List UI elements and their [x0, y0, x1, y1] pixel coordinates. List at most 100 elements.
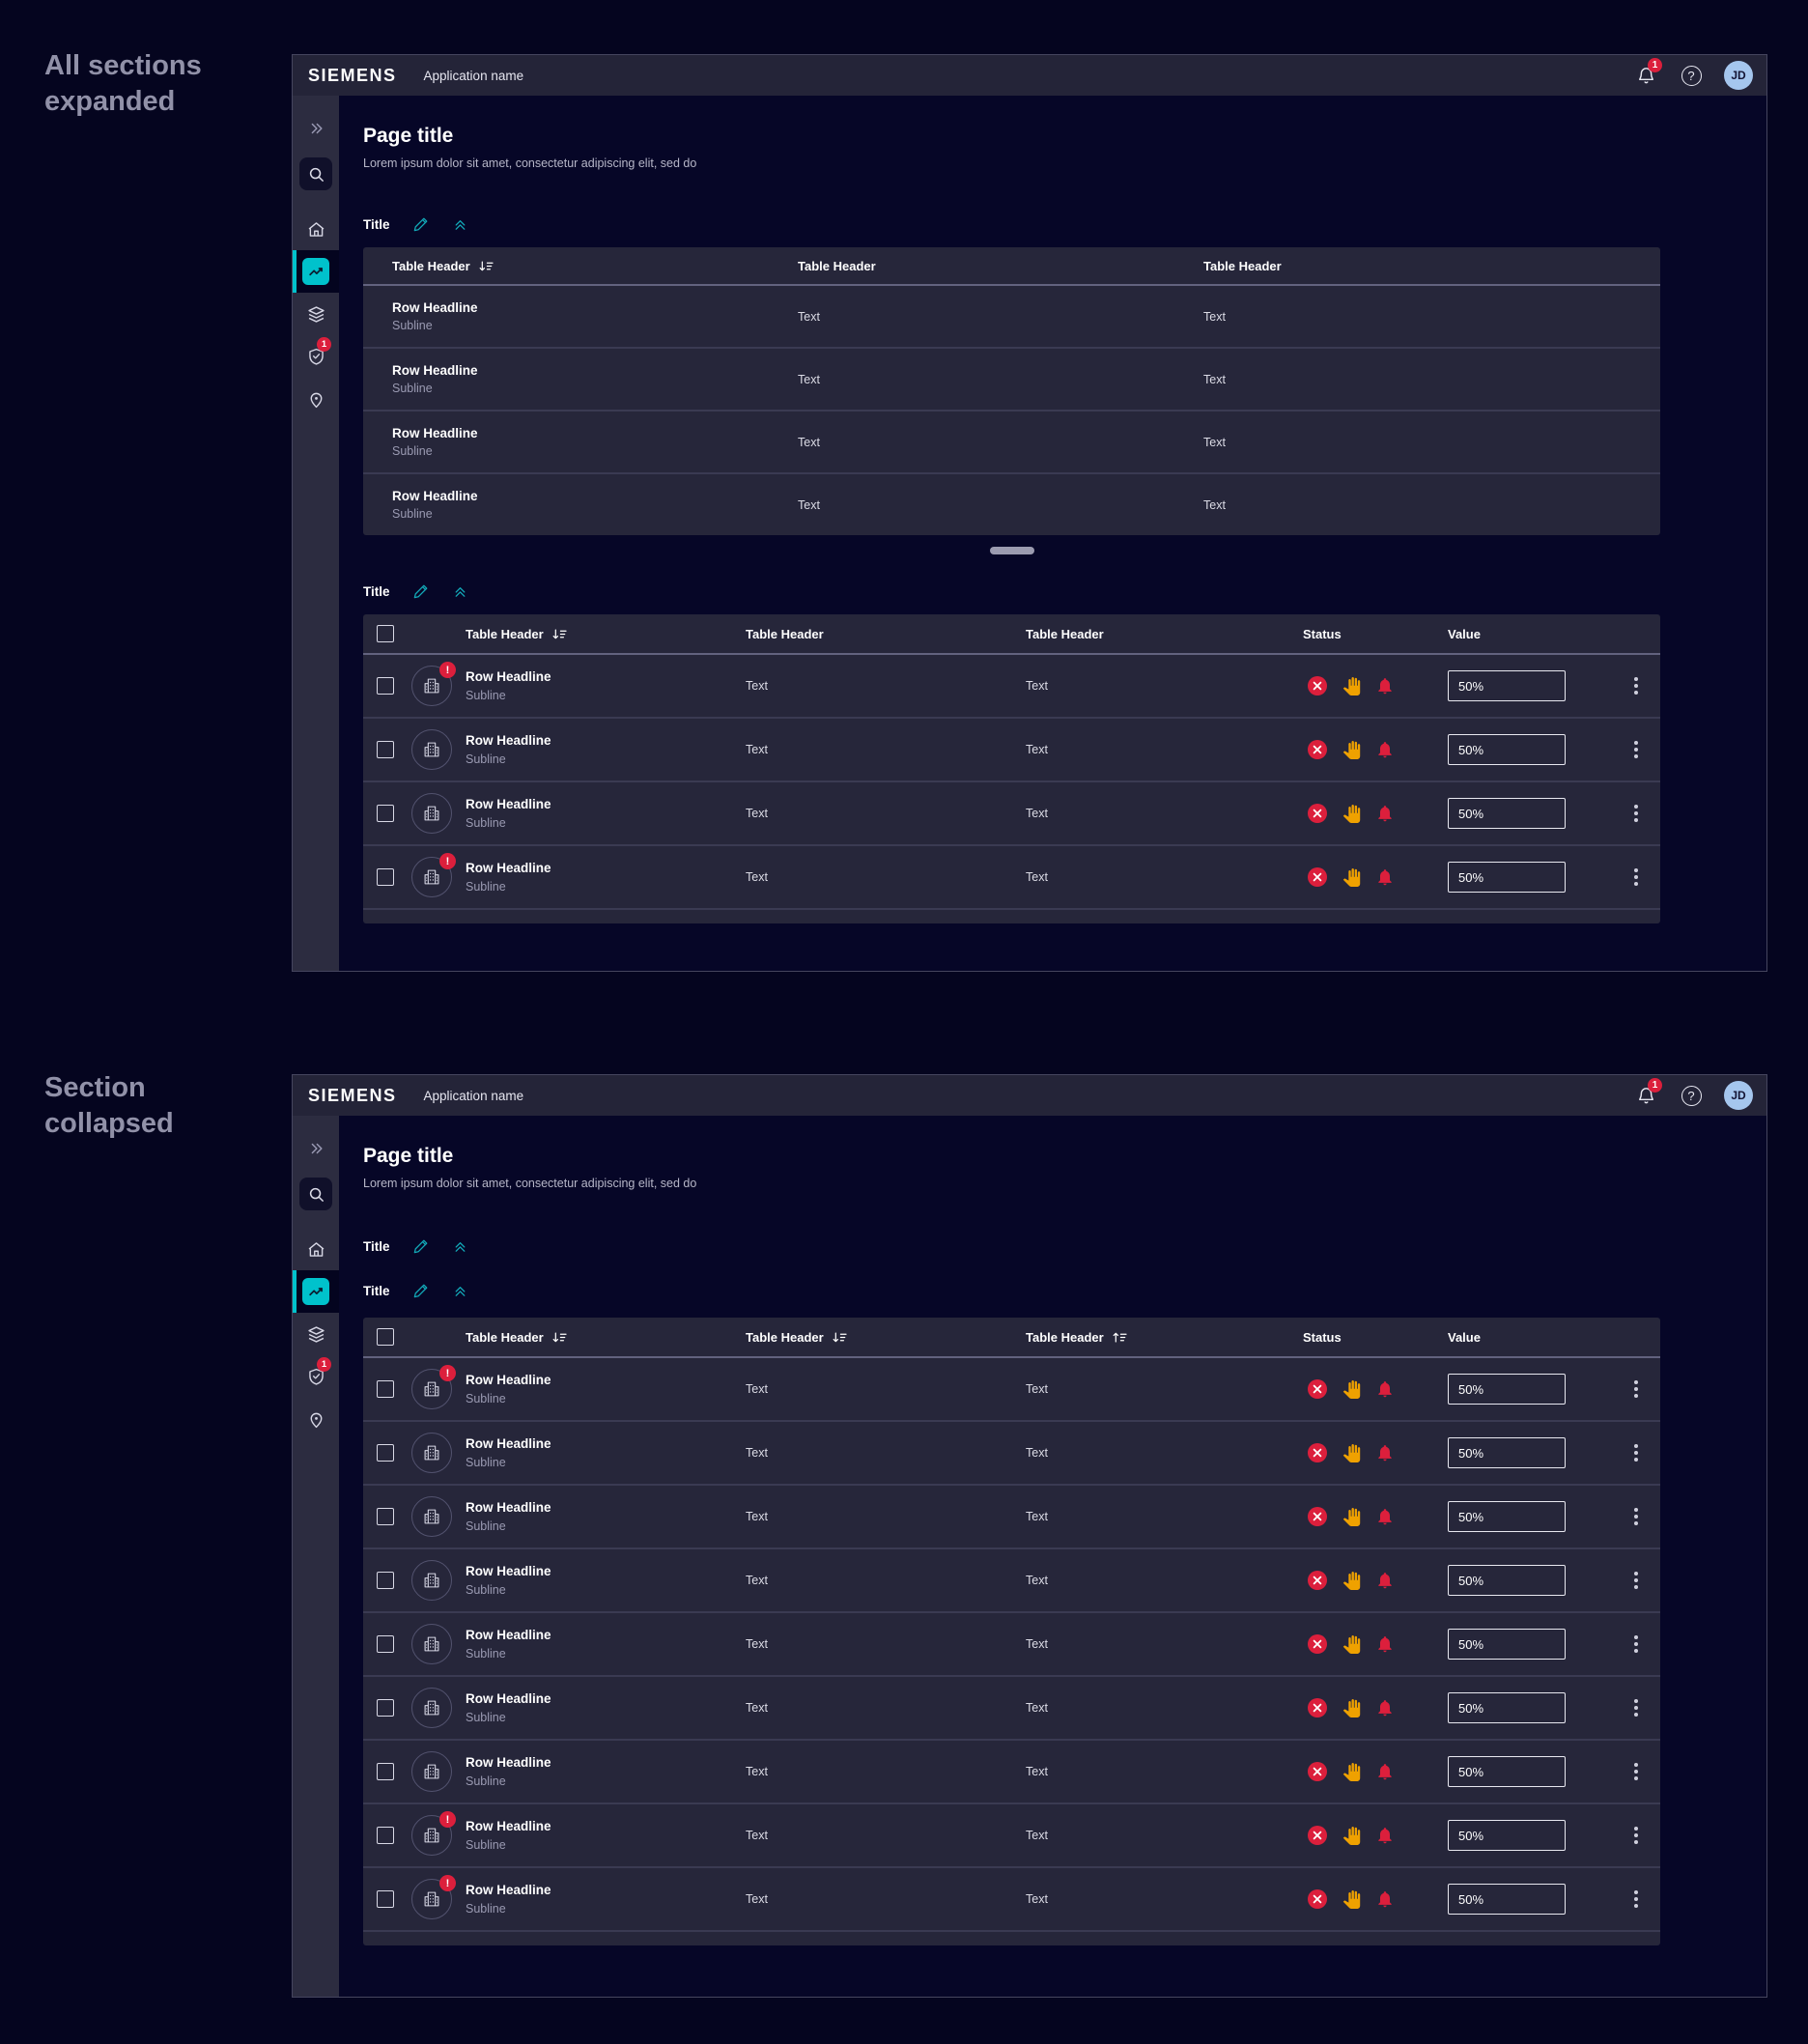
sidebar-item-analytics[interactable]	[293, 1270, 339, 1313]
edit-section-button[interactable]	[412, 215, 430, 233]
column-header[interactable]: Table Header	[746, 1330, 1026, 1345]
sidebar-item-home[interactable]	[293, 208, 339, 250]
row-headline-cell: Row Headline Subline	[392, 362, 478, 396]
row-checkbox[interactable]	[377, 1380, 394, 1398]
column-header[interactable]: Table Header	[1026, 626, 1104, 641]
row-text-cell: Text	[746, 1382, 768, 1396]
row-checkbox[interactable]	[377, 805, 394, 822]
edit-section-button[interactable]	[412, 1237, 430, 1255]
pencil-icon	[412, 215, 430, 233]
row-text-cell: Text	[746, 1701, 768, 1715]
error-circle-icon	[1307, 675, 1328, 696]
row-checkbox[interactable]	[377, 1508, 394, 1525]
sidebar-expand-button[interactable]	[293, 115, 339, 142]
status-cell	[1303, 1888, 1448, 1910]
error-circle-icon	[1307, 803, 1328, 824]
row-menu-button[interactable]	[1630, 1504, 1642, 1529]
sidebar-item-security[interactable]: 1	[293, 335, 339, 378]
column-header[interactable]: Table Header	[466, 627, 746, 641]
row-headline-cell: Row Headline Subline	[466, 733, 551, 766]
page-title: Page title	[363, 125, 454, 147]
hand-icon	[1342, 868, 1361, 887]
sidebar-expand-button[interactable]	[293, 1135, 339, 1162]
value-input[interactable]: 50%	[1448, 670, 1566, 701]
edit-section-button[interactable]	[412, 1282, 430, 1299]
column-header[interactable]: Table Header	[1026, 1330, 1303, 1345]
row-checkbox[interactable]	[377, 1444, 394, 1462]
row-text-cell: Text	[1203, 497, 1226, 512]
sidebar-item-search[interactable]	[299, 1178, 332, 1210]
home-icon	[306, 1239, 326, 1260]
column-header[interactable]: Table Header	[466, 1330, 746, 1345]
value-input[interactable]: 50%	[1448, 798, 1566, 829]
value-input[interactable]: 50%	[1448, 1692, 1566, 1723]
collapse-section-button[interactable]	[452, 216, 468, 233]
sidebar-item-search[interactable]	[299, 157, 332, 190]
column-header[interactable]: Table Header	[746, 626, 824, 641]
row-text-cell: Text	[1026, 870, 1048, 884]
row-menu-button[interactable]	[1630, 1440, 1642, 1465]
page-title: Page title	[363, 1145, 454, 1167]
row-menu-button[interactable]	[1630, 1695, 1642, 1720]
row-checkbox[interactable]	[377, 1635, 394, 1653]
value-input[interactable]: 50%	[1448, 1884, 1566, 1915]
row-menu-button[interactable]	[1630, 1632, 1642, 1657]
value-input[interactable]: 50%	[1448, 1820, 1566, 1851]
user-avatar[interactable]: JD	[1724, 1081, 1753, 1110]
value-input[interactable]: 50%	[1448, 734, 1566, 765]
value-input[interactable]: 50%	[1448, 1437, 1566, 1468]
company-avatar: !	[411, 793, 452, 834]
value-input[interactable]: 50%	[1448, 1629, 1566, 1660]
row-menu-button[interactable]	[1630, 1377, 1642, 1402]
row-menu-button[interactable]	[1630, 1759, 1642, 1784]
pencil-icon	[412, 1237, 430, 1255]
value-input[interactable]: 50%	[1448, 1374, 1566, 1405]
select-all-checkbox[interactable]	[377, 625, 394, 642]
building-icon	[421, 675, 442, 696]
help-button[interactable]: ?	[1679, 1083, 1704, 1108]
row-menu-button[interactable]	[1630, 673, 1642, 698]
sidebar-item-location[interactable]	[293, 1398, 339, 1440]
value-input[interactable]: 50%	[1448, 1756, 1566, 1787]
expand-section-button[interactable]	[452, 1238, 468, 1255]
row-menu-button[interactable]	[1630, 801, 1642, 826]
row-text-cell: Text	[1026, 1574, 1048, 1587]
sidebar-item-home[interactable]	[293, 1228, 339, 1270]
edit-section-button[interactable]	[412, 582, 430, 600]
collapse-section-button[interactable]	[452, 1283, 468, 1299]
row-menu-button[interactable]	[1630, 1823, 1642, 1848]
row-checkbox[interactable]	[377, 1827, 394, 1844]
value-input[interactable]: 50%	[1448, 1501, 1566, 1532]
row-checkbox[interactable]	[377, 677, 394, 695]
home-icon	[306, 219, 326, 240]
select-all-checkbox[interactable]	[377, 1328, 394, 1346]
column-header[interactable]: Table Header	[798, 258, 876, 273]
notifications-button[interactable]: 1	[1633, 1078, 1662, 1108]
user-avatar[interactable]: JD	[1724, 61, 1753, 90]
collapse-section-button[interactable]	[452, 583, 468, 600]
column-header[interactable]: Table Header	[1203, 258, 1282, 273]
table-row: Row Headline Subline Text Text	[363, 347, 1660, 410]
notifications-button[interactable]: 1	[1633, 58, 1662, 88]
row-checkbox[interactable]	[377, 741, 394, 758]
row-checkbox[interactable]	[377, 1890, 394, 1908]
value-input[interactable]: 50%	[1448, 862, 1566, 893]
value-input[interactable]: 50%	[1448, 1565, 1566, 1596]
sidebar-item-location[interactable]	[293, 378, 339, 420]
row-menu-button[interactable]	[1630, 1887, 1642, 1912]
status-cell	[1303, 1506, 1448, 1527]
row-checkbox[interactable]	[377, 1699, 394, 1717]
row-menu-button[interactable]	[1630, 865, 1642, 890]
sidebar-item-security[interactable]: 1	[293, 1355, 339, 1398]
row-checkbox[interactable]	[377, 868, 394, 886]
row-checkbox[interactable]	[377, 1763, 394, 1780]
sidebar-item-analytics[interactable]	[293, 250, 339, 293]
sidebar-item-layers[interactable]	[293, 293, 339, 335]
column-header[interactable]: Table Header	[392, 259, 798, 273]
row-menu-button[interactable]	[1630, 1568, 1642, 1593]
sidebar-item-layers[interactable]	[293, 1313, 339, 1355]
row-checkbox[interactable]	[377, 1572, 394, 1589]
resize-handle[interactable]	[989, 547, 1034, 554]
row-menu-button[interactable]	[1630, 737, 1642, 762]
help-button[interactable]: ?	[1679, 63, 1704, 88]
